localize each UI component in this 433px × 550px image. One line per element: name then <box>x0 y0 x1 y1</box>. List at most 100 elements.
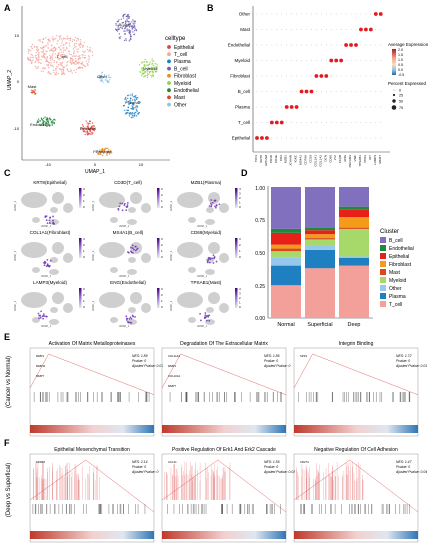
umap-cell-t_cell <box>67 60 69 63</box>
umap-cell-endothelial <box>46 122 48 125</box>
umap-cell-epithelial <box>85 120 87 122</box>
feature-umap-grid: KRT8(Epithelial)3210UMAP_1UMAP_2CD3D(T_c… <box>13 180 241 328</box>
feature-map-scale-tick: 0 <box>161 205 163 209</box>
gsea-leading-gene: COL10A1 <box>168 374 181 378</box>
umap-cell-b_cell <box>133 29 136 32</box>
feature-map-xlabel: UMAP_1 <box>197 324 208 328</box>
feature-map-hot-cell <box>41 315 44 318</box>
umap-cell-plasma <box>128 112 131 114</box>
dotplot-dot <box>261 44 263 46</box>
umap-cell-myeloid <box>147 73 149 76</box>
umap-cell-t_cell <box>74 60 77 63</box>
umap-cell-myeloid <box>151 58 153 60</box>
umap-cluster-labels: T_cell B_cell Myeloid Other Mast Endothelial P… <box>28 22 157 154</box>
umap-cell-b_cell <box>119 26 122 29</box>
umap-cell-plasma <box>134 98 136 100</box>
umap-cell-b_cell <box>120 36 122 38</box>
umap-cell-other <box>107 76 110 78</box>
dotplot-dot <box>306 75 307 77</box>
umap-cell-endothelial <box>48 117 51 120</box>
gsea-title: Activation Of Matrix Metalloproteinases <box>49 341 136 347</box>
umap-cell-t_cell <box>88 58 91 60</box>
umap-cell-t_cell <box>78 43 80 46</box>
dotplot-dot <box>375 106 377 108</box>
dotplot-gene-label: CD19 <box>308 155 312 163</box>
dotplot-dot <box>359 27 363 32</box>
dotplot-dot <box>375 137 377 139</box>
dotplot-dot <box>281 91 283 92</box>
umap-cell-t_cell <box>63 66 66 68</box>
umap-cell-epithelial <box>86 122 88 124</box>
umap-cell-b_cell <box>117 25 119 27</box>
feature-map-scale-tick: 1 <box>239 301 241 305</box>
umap-cell-myeloid <box>151 74 154 76</box>
feature-map-cells <box>128 207 136 213</box>
umap-cell-t_cell <box>63 55 65 58</box>
dotplot-dot <box>256 91 258 92</box>
feature-map-xlabel: UMAP_1 <box>41 274 52 278</box>
umap-cell-b_cell <box>118 36 121 39</box>
dotplot-dot <box>329 58 334 63</box>
dotplot-dot <box>261 13 263 15</box>
gsea-leading-gene: MMP11 <box>36 364 46 368</box>
feature-map-cells <box>32 217 40 223</box>
umap-cell-t_cell <box>74 57 77 60</box>
umap-cell-t_cell <box>60 45 62 47</box>
dotplot-dot <box>266 75 268 77</box>
umap-cell-t_cell <box>52 69 55 71</box>
umap-cell-epithelial <box>93 127 95 130</box>
feature-map-hot-cell <box>38 317 40 320</box>
bar-legend-swatch-epithelial <box>380 253 386 259</box>
feature-map-hot-cell <box>126 204 129 206</box>
umap-cell-t_cell <box>82 46 84 49</box>
umap-cell-b_cell <box>122 14 125 16</box>
panel-b-letter: B <box>207 3 214 13</box>
umap-cell-t_cell <box>36 46 38 49</box>
feature-map-hot-cell <box>214 205 216 208</box>
umap-cell-epithelial <box>91 127 94 129</box>
umap-cell-t_cell <box>45 53 47 55</box>
bar-ytick-100: 1.00 <box>255 186 265 192</box>
dotplot-row-t_cell: T_cell <box>238 120 250 125</box>
umap-cell-t_cell <box>46 60 49 63</box>
umap-cell-epithelial <box>91 133 93 135</box>
umap-xtick-10: 10 <box>139 162 144 167</box>
umap-cell-t_cell <box>68 45 71 47</box>
umap-cell-epithelial <box>82 125 85 128</box>
dotplot-dot <box>281 44 283 46</box>
umap-cell-t_cell <box>38 53 40 55</box>
gsea-enrichment-curve <box>29 459 155 513</box>
umap-cell-plasma <box>127 109 130 111</box>
dotplot-dot <box>311 106 312 108</box>
dotplot-dot <box>261 91 263 92</box>
umap-cell-myeloid <box>153 60 155 62</box>
dotplot-gene-label: LYZ <box>333 155 337 160</box>
feature-map-hot-cell <box>42 317 45 320</box>
feature-map-cells <box>177 242 203 258</box>
umap-legend-label-fibroblast: Fibroblast <box>174 74 197 80</box>
umap-cell-t_cell <box>79 39 82 41</box>
dotplot-dot <box>370 106 372 108</box>
dotplot-dot <box>370 122 372 123</box>
umap-cell-myeloid <box>152 70 154 72</box>
umap-cell-other <box>108 79 111 81</box>
feature-map-hot-cell <box>125 209 128 212</box>
umap-cell-myeloid <box>145 64 148 66</box>
dotplot-dot <box>311 29 312 30</box>
umap-cell-t_cell <box>50 73 52 75</box>
dotplot-dot <box>370 44 372 46</box>
umap-cell-epithelial <box>85 128 88 130</box>
feature-map-scale-tick: 1 <box>83 199 85 203</box>
umap-legend-swatch-fibroblast <box>167 73 171 78</box>
feature-map-hot-cell <box>218 203 221 206</box>
umap-cell-t_cell <box>34 61 36 63</box>
umap-cell-b_cell <box>132 22 134 25</box>
feature-map-cells <box>208 292 220 304</box>
dotplot-dot <box>325 137 327 139</box>
dotplot-dot <box>375 44 377 46</box>
bar-legend-label-fibroblast: Fibroblast <box>389 262 412 268</box>
umap-cell-myeloid <box>150 74 152 77</box>
dotplot-dot <box>291 60 292 61</box>
feature-map-hot-cell <box>44 261 47 264</box>
umap-cell-myeloid <box>150 76 153 78</box>
